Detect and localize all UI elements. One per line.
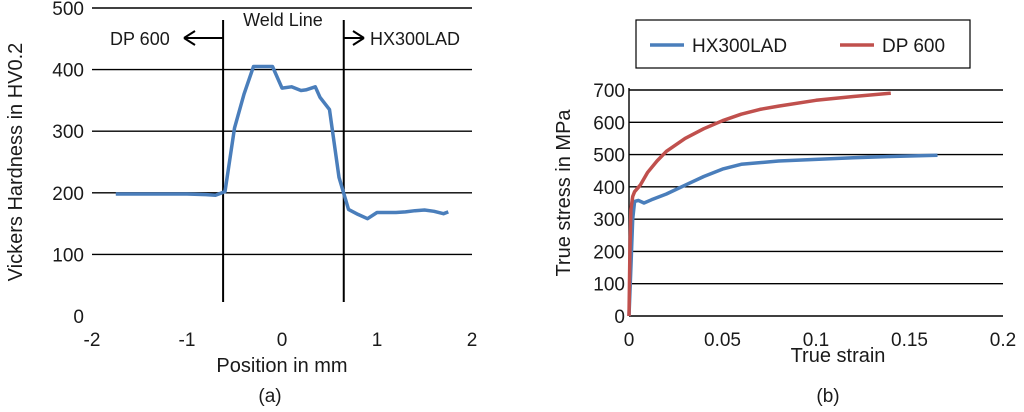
arrow-right-head	[352, 30, 365, 46]
y-tick-label-a: 500	[52, 0, 84, 20]
y-tick-label-b: 200	[593, 242, 625, 263]
y-tick-label-a: 100	[52, 245, 84, 266]
x-axis-label-b: True strain	[791, 345, 886, 367]
arrow-left-head	[183, 30, 196, 46]
x-tick-label-a: -1	[179, 330, 196, 351]
y-tick-label-b: 600	[593, 113, 625, 134]
y-axis-label-b: True stress in MPa	[553, 109, 575, 277]
legend-label: DP 600	[882, 36, 945, 57]
dp600-annotation: DP 600	[110, 29, 170, 49]
series-line-dp600	[627, 91, 891, 317]
series-line-hx300lad	[627, 153, 938, 317]
y-tick-label-a: 400	[52, 61, 84, 82]
y-tick-label-a: 200	[52, 184, 84, 205]
weld-line-label: Weld Line	[243, 10, 323, 30]
chart-b: HX300LAD DP 600 0 100 200 300 400 500 600 700 0 0.0…	[553, 19, 1016, 407]
y-tick-label-b: 0	[614, 307, 625, 328]
x-tick-label-b: 0	[624, 330, 635, 351]
y-tick-label-b: 500	[593, 146, 625, 167]
y-axis-label-a: Vickers Hardness in HV0.2	[5, 43, 27, 282]
panel-label-a: (a)	[258, 386, 281, 407]
hx300lad-annotation: HX300LAD	[370, 29, 460, 49]
panel-label-b: (b)	[816, 386, 839, 407]
series-line-hardness	[115, 64, 449, 221]
x-axis-label-a: Position in mm	[216, 355, 347, 377]
x-tick-label-a: 2	[467, 330, 478, 351]
y-tick-label-b: 300	[593, 210, 625, 231]
y-tick-label-a: 300	[52, 122, 84, 143]
y-tick-label-b: 700	[593, 81, 625, 102]
y-tick-label-b: 400	[593, 178, 625, 199]
chart-a: 0 100 200 300 400 500 -2 -1 0 1 2 Weld Line DP 600 HX…	[5, 0, 477, 407]
x-tick-label-b: 0.2	[990, 330, 1016, 351]
legend-box	[635, 19, 971, 69]
x-tick-label-a: 0	[277, 330, 288, 351]
x-tick-label-b: 0.1	[803, 330, 829, 351]
x-tick-label-b: 0.15	[891, 330, 928, 351]
x-tick-label-b: 0.05	[704, 330, 741, 351]
legend-label: HX300LAD	[692, 36, 787, 57]
x-tick-label-a: 1	[372, 330, 383, 351]
y-tick-label-a: 0	[73, 307, 84, 328]
y-tick-label-b: 100	[593, 275, 625, 296]
x-tick-label-a: -2	[84, 330, 101, 351]
